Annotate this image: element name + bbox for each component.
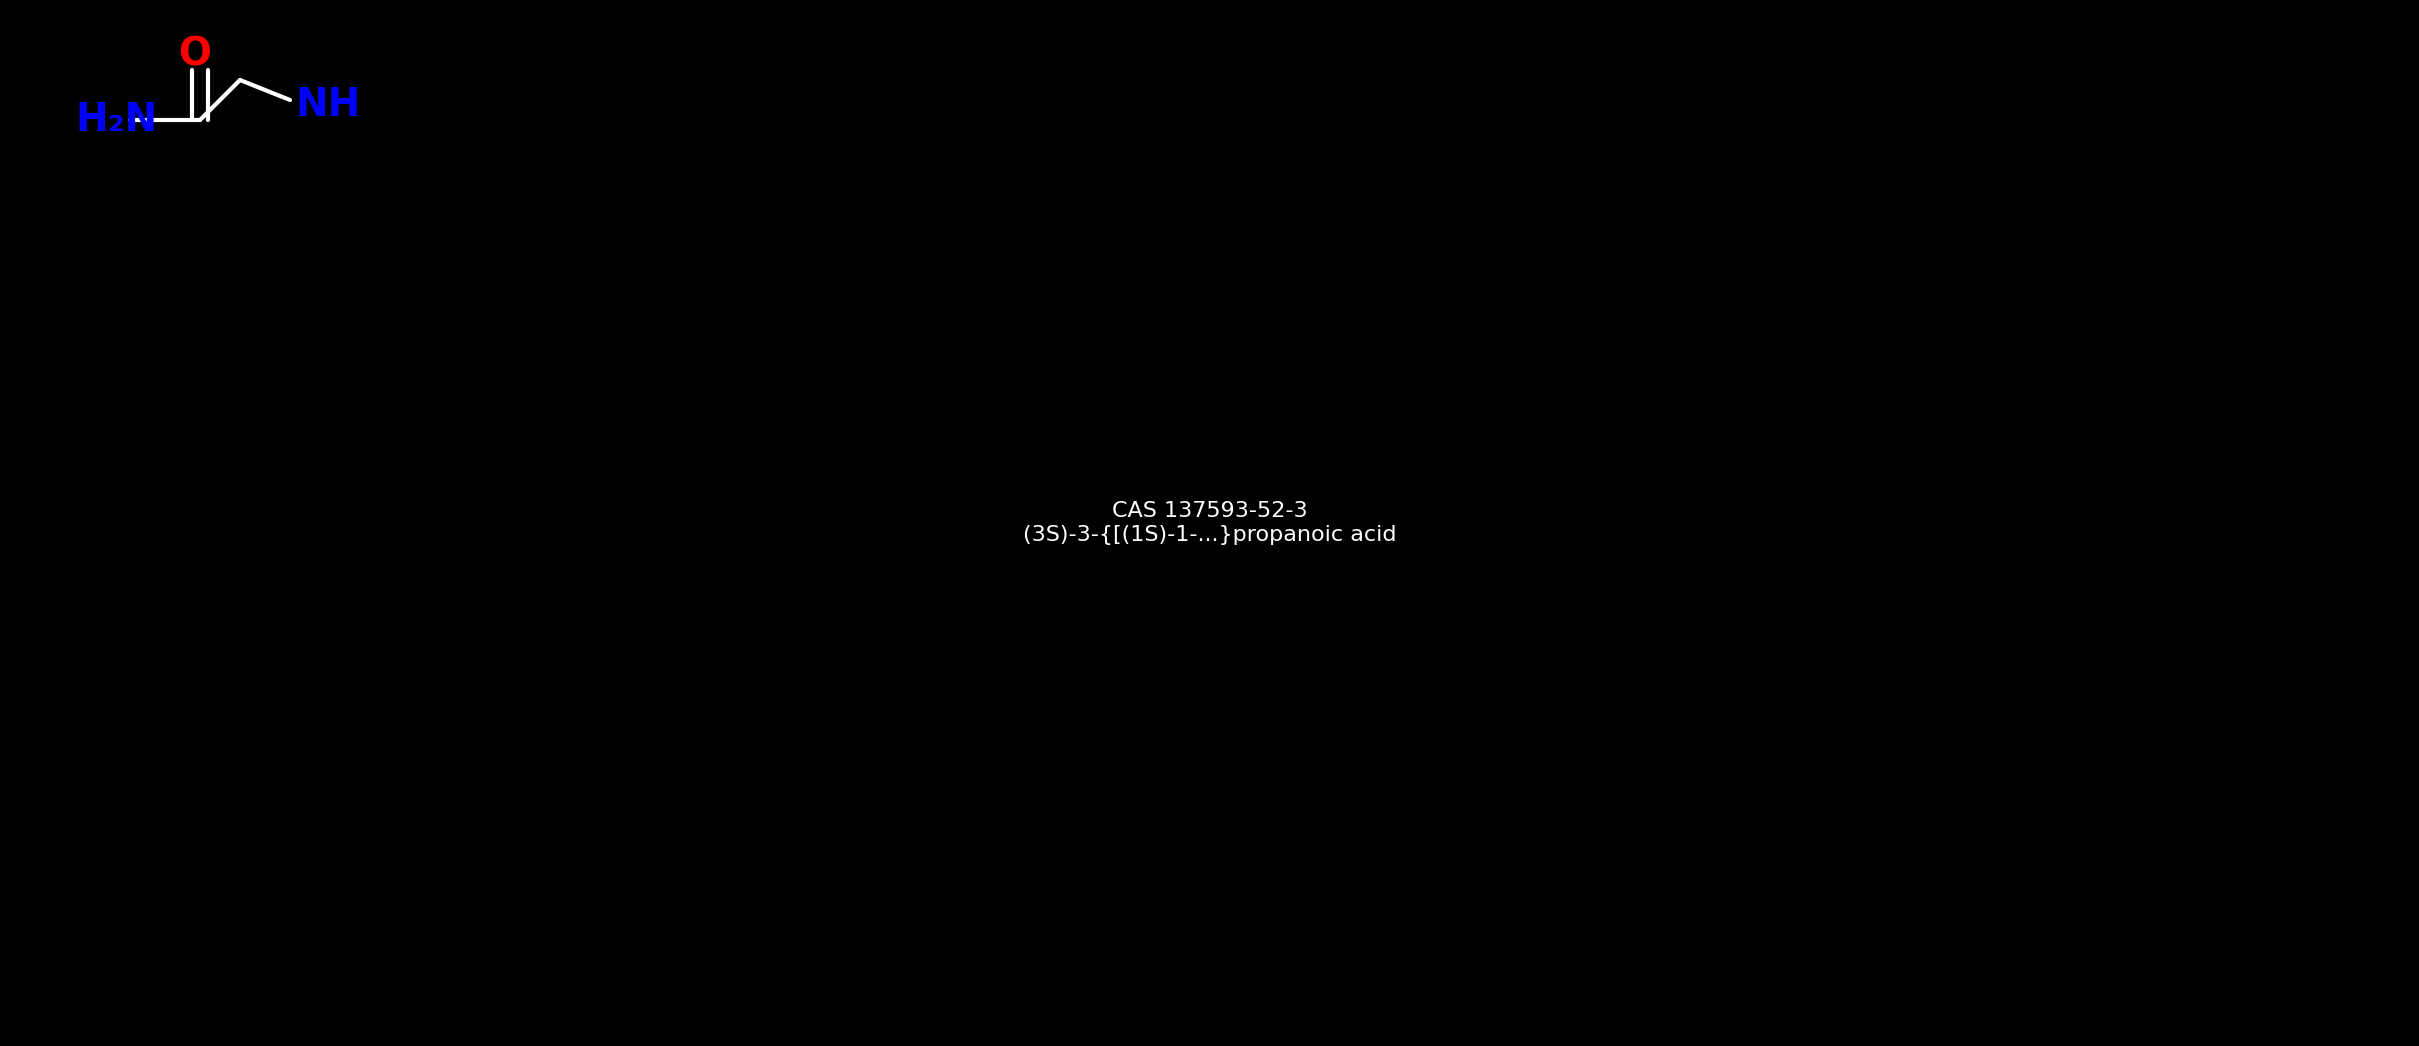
- Text: O: O: [179, 36, 210, 74]
- Text: H₂N: H₂N: [75, 101, 157, 139]
- Text: NH: NH: [295, 86, 360, 124]
- Text: CAS 137593-52-3
(3S)-3-{[(1S)-1-...}propanoic acid: CAS 137593-52-3 (3S)-3-{[(1S)-1-...}prop…: [1023, 501, 1396, 545]
